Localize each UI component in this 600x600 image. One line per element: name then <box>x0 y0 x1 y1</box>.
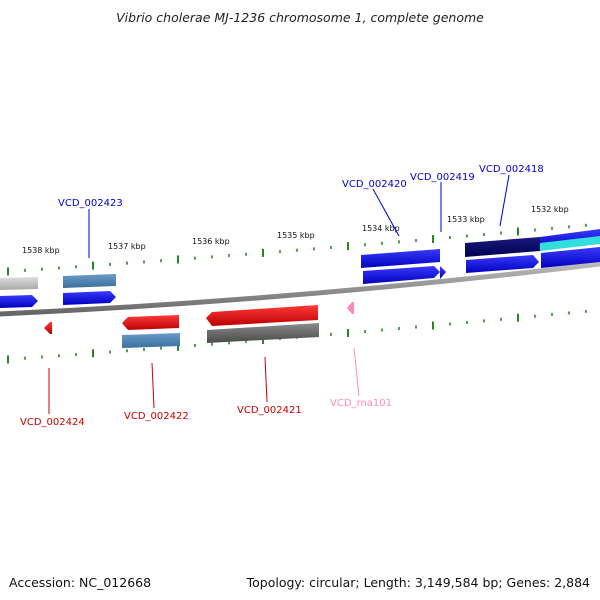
leader-line-002420 <box>372 188 400 237</box>
gene-arrow-forward-left[interactable] <box>0 295 38 308</box>
gene-bar-cog-steelblue-002423[interactable] <box>63 274 116 288</box>
gene-label-002421[interactable]: VCD_002421 <box>237 405 302 416</box>
scale-label-1537: 1537 kbp <box>108 242 146 251</box>
gene-bar-cog-steelblue-002422[interactable] <box>122 333 180 348</box>
leader-line-002421 <box>264 356 268 403</box>
scale-label-1538: 1538 kbp <box>22 246 60 255</box>
scale-label-1535: 1535 kbp <box>277 231 315 240</box>
gene-arrow-forward-002423[interactable] <box>63 291 116 305</box>
scale-ticks-outer <box>7 223 587 276</box>
gene-bar-cog-blue-002420[interactable] <box>361 249 440 268</box>
gene-arrow-forward-right[interactable] <box>541 247 600 268</box>
scale-label-1533: 1533 kbp <box>447 215 485 224</box>
scale-label-1532: 1532 kbp <box>531 205 569 214</box>
gene-bar-cog-gray-002421[interactable] <box>207 323 319 343</box>
gene-label-002422[interactable]: VCD_002422 <box>124 411 189 422</box>
gene-bar-cog-navy-002418[interactable] <box>465 237 540 257</box>
scale-label-1534: 1534 kbp <box>362 224 400 233</box>
gene-bar-cog-lightgray[interactable] <box>0 277 38 290</box>
gene-label-002419[interactable]: VCD_002419 <box>410 172 475 183</box>
gene-bar-cog-cyan[interactable] <box>540 236 600 251</box>
rna-arrow-rna101[interactable] <box>347 302 354 314</box>
chromosome-backbone <box>0 261 600 317</box>
gene-label-rna101[interactable]: VCD_rna101 <box>330 398 392 409</box>
map-title: Vibrio cholerae MJ-1236 chromosome 1, co… <box>116 10 484 25</box>
gene-label-002423[interactable]: VCD_002423 <box>58 198 123 209</box>
gene-arrow-reverse-002422[interactable] <box>122 315 179 330</box>
scale-ticks-inner <box>7 309 587 364</box>
gene-arrow-forward-002419[interactable] <box>440 266 446 279</box>
gene-arrow-forward-002418[interactable] <box>466 255 539 273</box>
gene-label-002420[interactable]: VCD_002420 <box>342 179 407 190</box>
leader-line-002422 <box>151 362 155 409</box>
leader-line-002418 <box>499 174 510 227</box>
gene-label-002424[interactable]: VCD_002424 <box>20 417 85 428</box>
gene-label-002418[interactable]: VCD_002418 <box>479 164 544 175</box>
scale-label-1536: 1536 kbp <box>192 237 230 246</box>
gene-arrow-reverse-002421[interactable] <box>206 305 318 326</box>
leader-line-rna101 <box>353 347 360 397</box>
gene-arrow-reverse-002424[interactable] <box>44 322 52 334</box>
accession-text: Accession: NC_012668 <box>9 575 152 590</box>
gene-arrow-forward-002420[interactable] <box>363 266 440 284</box>
topology-text: Topology: circular; Length: 3,149,584 bp… <box>246 575 590 590</box>
